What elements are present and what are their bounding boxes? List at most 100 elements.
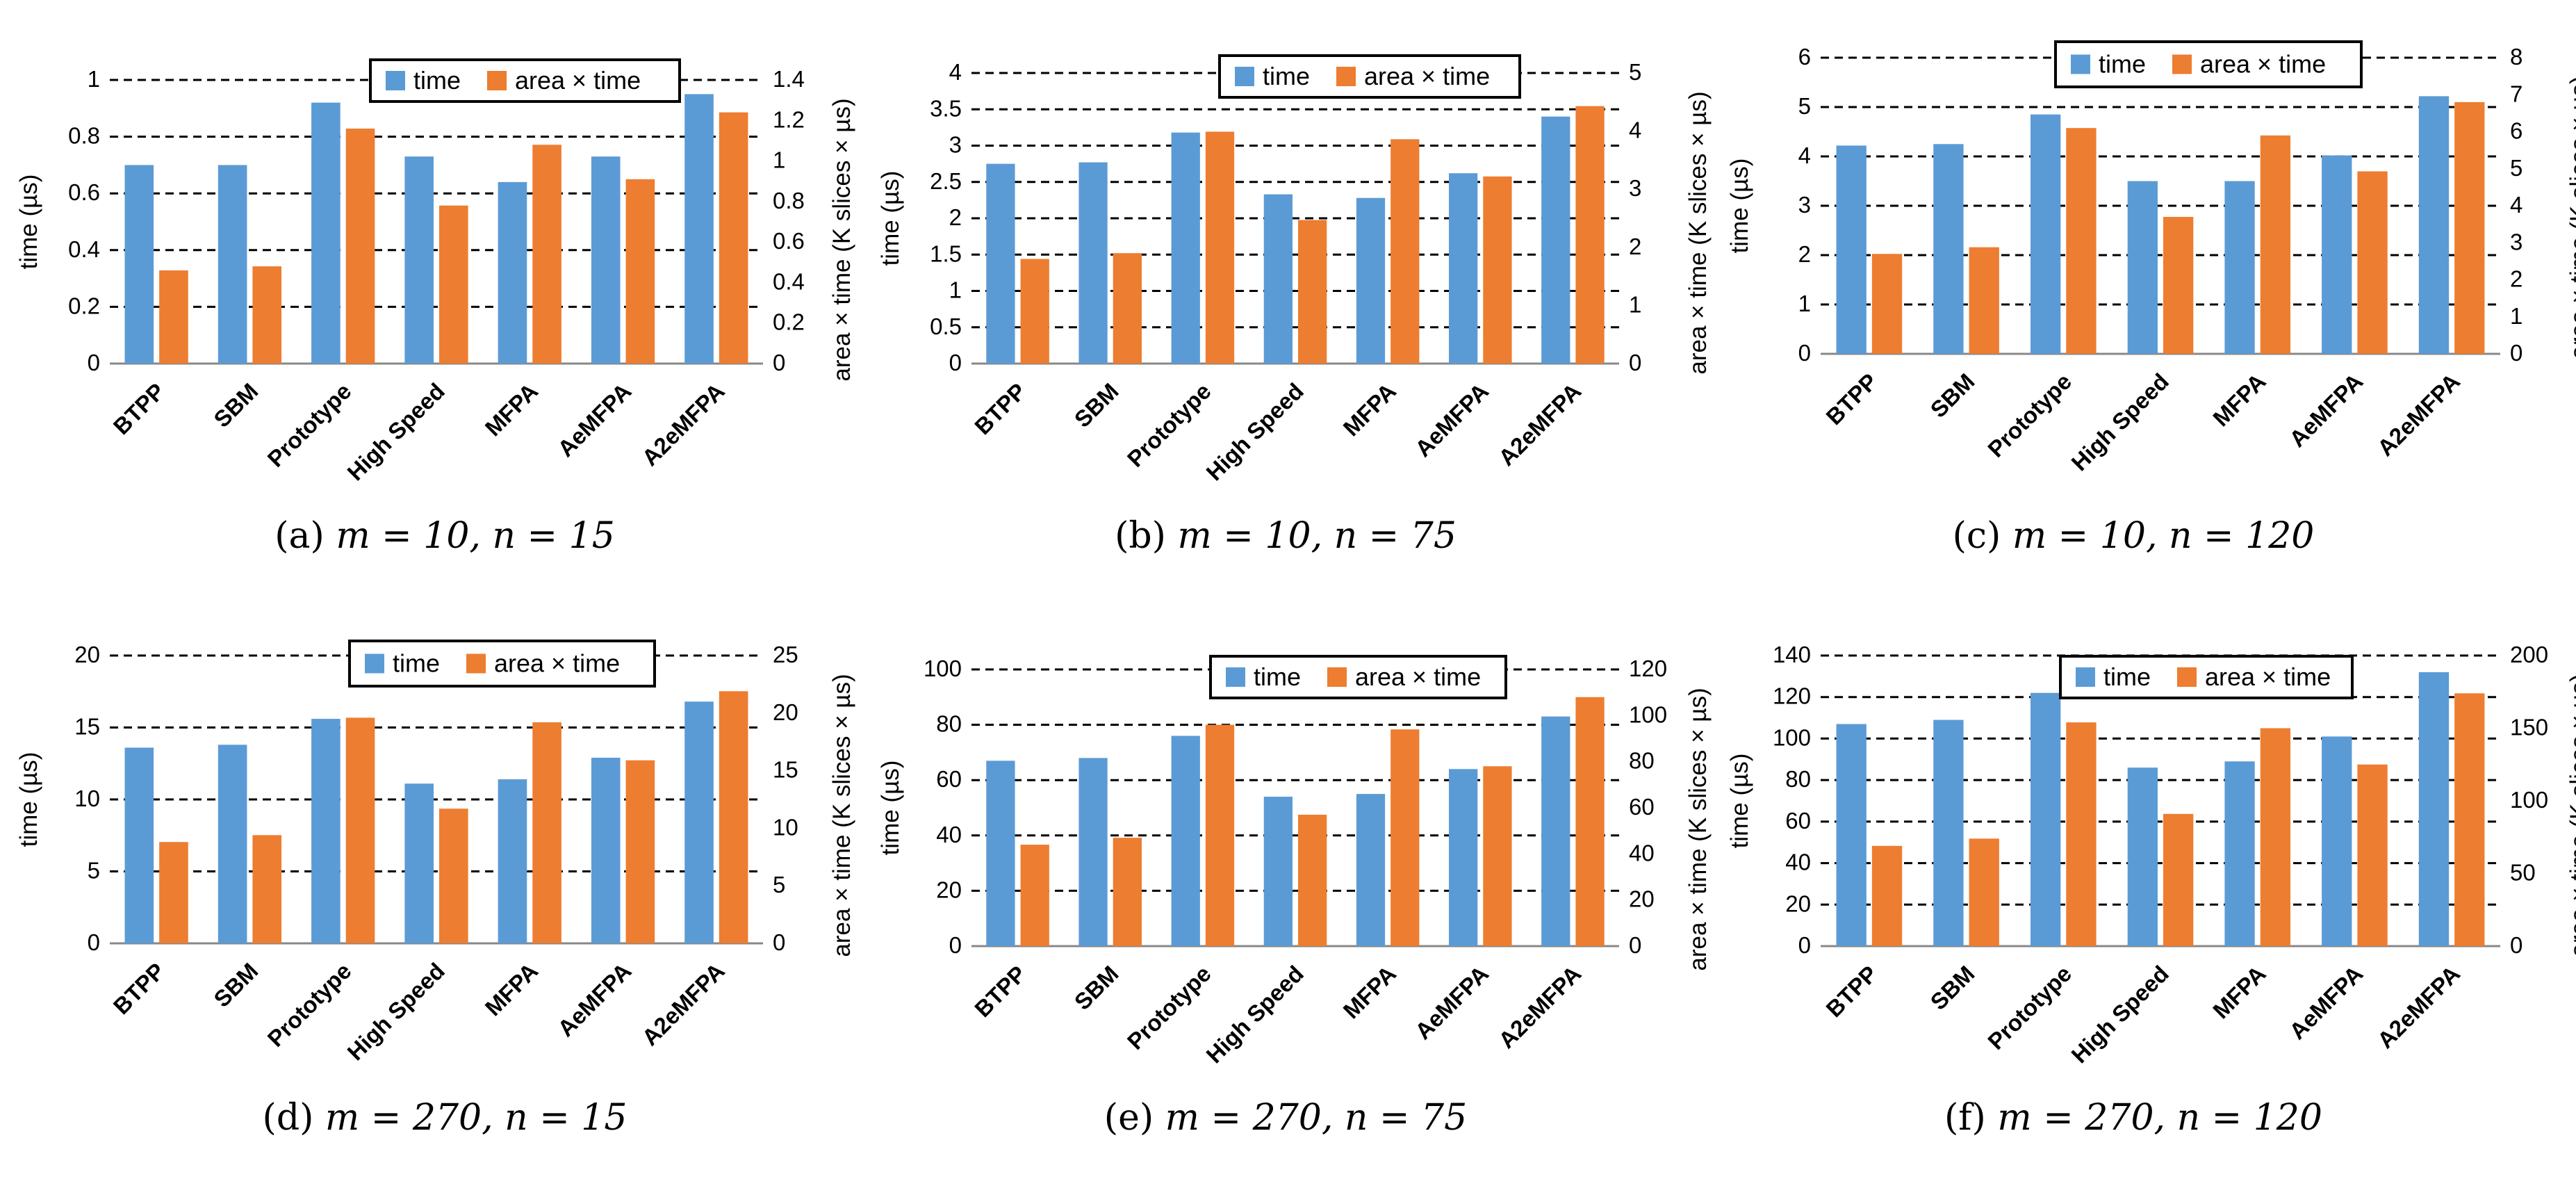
- bar-time: [498, 181, 527, 364]
- legend-swatch-area-time: [1327, 667, 1347, 687]
- bar-time: [2418, 672, 2450, 946]
- right-tick-label: 25: [773, 642, 798, 667]
- left-tick-label: 0: [88, 350, 100, 375]
- left-tick-label: 80: [1785, 766, 1811, 792]
- bar-time: [986, 761, 1015, 946]
- right-tick-label: 0.8: [773, 188, 805, 213]
- legend-box: [348, 640, 656, 688]
- bar-area-time: [1969, 838, 1999, 946]
- left-tick-label: 0.2: [68, 293, 100, 318]
- left-tick-label: 10: [74, 786, 100, 811]
- right-tick-label: 8: [2510, 44, 2522, 70]
- bar-time: [1078, 758, 1108, 946]
- left-axis-title: time (µs): [877, 171, 904, 266]
- bar-area-time: [252, 266, 282, 364]
- right-tick-label: 1: [773, 147, 785, 173]
- left-axis-title: time (µs): [15, 174, 42, 270]
- bar-area-time: [345, 128, 375, 364]
- left-tick-label: 100: [924, 656, 962, 681]
- left-tick-label: 3: [1798, 192, 1811, 218]
- bar-time: [2322, 155, 2352, 354]
- bar-time: [404, 156, 434, 364]
- legend-box: [2059, 655, 2354, 699]
- legend-swatch-time: [386, 71, 405, 90]
- bar-area-time: [159, 842, 188, 943]
- bar-area-time: [2163, 216, 2194, 354]
- right-tick-label: 6: [2510, 118, 2522, 144]
- bar-area-time: [2454, 693, 2485, 946]
- bar-time: [498, 779, 527, 943]
- bar-area-time: [532, 145, 561, 364]
- right-tick-label: 5: [773, 872, 785, 897]
- bar-area-time: [1020, 259, 1049, 364]
- bar-area-time: [1969, 247, 1999, 354]
- right-axis-title: area × time (K slices × µs): [2566, 76, 2576, 359]
- right-axis-title: area × time (K slices × µs): [1684, 91, 1712, 374]
- legend-label-area-time: area × time: [1355, 662, 1481, 691]
- bar-time: [684, 701, 714, 943]
- left-axis-title: time (µs): [877, 761, 904, 856]
- left-tick-label: 0: [949, 350, 962, 375]
- bar-area-time: [2357, 171, 2388, 355]
- bar-time: [2030, 692, 2061, 946]
- legend-label-area-time: area × time: [515, 66, 641, 95]
- legend-box: [2054, 40, 2363, 88]
- bar-area-time: [2260, 728, 2291, 946]
- legend-label-area-time: area × time: [2200, 50, 2326, 79]
- right-tick-label: 3: [2510, 229, 2522, 254]
- left-axis-title: time (µs): [1726, 754, 1753, 849]
- legend-swatch-area-time: [487, 71, 507, 90]
- right-tick-label: 15: [773, 757, 798, 783]
- left-tick-label: 2: [949, 204, 962, 230]
- right-tick-label: 150: [2510, 715, 2548, 740]
- legend-swatch-time: [1235, 67, 1254, 86]
- legend-swatch-area-time: [2172, 54, 2192, 74]
- bar-time: [1171, 735, 1200, 946]
- bar-time: [404, 783, 434, 943]
- chart-panel-6: 0 20 40 60 80 100 120 140 0 50 100 150 200 time (µs) a…: [1726, 642, 2576, 1139]
- bar-time: [1541, 116, 1570, 364]
- legend: time area × time: [1209, 655, 1507, 699]
- left-tick-label: 20: [936, 877, 962, 902]
- left-tick-label: 60: [936, 766, 962, 792]
- bar-time: [1263, 194, 1293, 364]
- bar-time: [218, 165, 247, 364]
- left-tick-label: 1: [1798, 291, 1811, 316]
- bar-area-time: [1483, 176, 1512, 364]
- right-tick-label: 0: [773, 350, 785, 375]
- bar-area-time: [1871, 254, 1903, 354]
- bar-area-time: [1575, 106, 1605, 364]
- bar-time: [1356, 794, 1386, 946]
- left-tick-label: 120: [1773, 683, 1811, 709]
- chart-panel-5: 0 20 40 60 80 100 0 20 40 60 80 100 120 time (µs) area…: [877, 655, 1712, 1139]
- legend: time area × time: [2054, 40, 2363, 88]
- legend-swatch-area-time: [2177, 667, 2197, 687]
- bar-time: [2127, 181, 2158, 354]
- legend: time area × time: [1218, 54, 1521, 99]
- right-tick-label: 100: [1629, 701, 1667, 727]
- bar-area-time: [159, 270, 188, 364]
- right-tick-label: 0: [1629, 932, 1641, 958]
- legend-label-time: time: [413, 66, 461, 95]
- right-tick-label: 4: [1629, 117, 1641, 143]
- left-tick-label: 40: [936, 822, 962, 847]
- legend-label-area-time: area × time: [494, 649, 620, 678]
- bar-time: [2030, 114, 2061, 354]
- chart-panel-2: 0 0.5 1 1.5 2 2.5 3 3.5 4 0 1 2 3 4 5 time (µs) area × t…: [877, 54, 1712, 557]
- right-tick-label: 0: [2510, 340, 2522, 366]
- left-tick-label: 1: [88, 66, 100, 92]
- bar-time: [1356, 197, 1386, 364]
- right-tick-label: 50: [2510, 860, 2536, 886]
- legend: time area × time: [2059, 655, 2354, 699]
- bar-area-time: [439, 205, 468, 364]
- legend-label-area-time: area × time: [2205, 662, 2331, 691]
- right-tick-label: 120: [1629, 656, 1667, 681]
- bar-area-time: [625, 179, 655, 364]
- right-tick-label: 4: [2510, 192, 2522, 218]
- bar-area-time: [252, 835, 282, 943]
- right-tick-label: 1: [1629, 291, 1641, 317]
- right-tick-label: 200: [2510, 642, 2548, 667]
- bar-area-time: [625, 760, 655, 943]
- legend-swatch-time: [2076, 667, 2095, 687]
- bar-time: [1263, 797, 1293, 946]
